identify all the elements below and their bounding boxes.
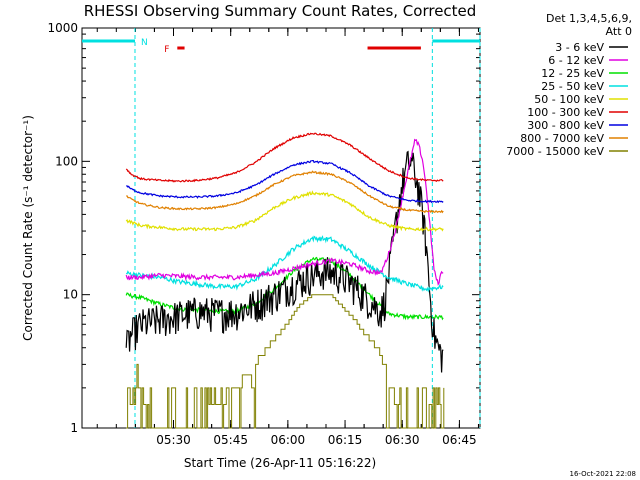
series-300-800keV: [126, 160, 444, 204]
legend-label: 6 - 12 keV: [548, 54, 604, 67]
timestamp-label: 16-Oct-2021 22:08: [570, 470, 636, 478]
y-tick-label: 10: [63, 288, 78, 302]
series-line: [125, 132, 444, 183]
y-tick-label: 100: [55, 154, 78, 168]
legend-label: 3 - 6 keV: [555, 41, 604, 54]
series-line: [126, 170, 444, 214]
series-line: [126, 294, 445, 429]
series-line: [125, 150, 444, 373]
x-tick-label: 05:45: [213, 433, 248, 447]
legend-label: 50 - 100 keV: [534, 93, 604, 106]
x-tick-label: 05:30: [156, 433, 191, 447]
series-50-100keV: [125, 190, 444, 232]
x-tick-label: 06:45: [442, 433, 477, 447]
x-axis-label: Start Time (26-Apr-11 05:16:22): [184, 456, 376, 470]
series-100-300keV: [125, 132, 444, 183]
legend-label: 800 - 7000 keV: [520, 132, 604, 145]
series-7000-15000keV: [126, 294, 445, 429]
x-tick-label: 06:30: [385, 433, 420, 447]
legend-label: 12 - 25 keV: [541, 67, 604, 80]
series-line: [125, 256, 444, 321]
y-tick-label: 1: [70, 421, 78, 435]
flare-label: F: [164, 45, 169, 55]
series-800-7000keV: [126, 170, 444, 214]
series-25-50keV: [126, 235, 444, 293]
series-line: [126, 235, 444, 293]
series-6-12keV: [125, 138, 444, 286]
chart-title: RHESSI Observing Summary Count Rates, Co…: [84, 2, 477, 20]
y-tick-label: 1000: [47, 21, 78, 35]
legend-label: 300 - 800 keV: [527, 119, 604, 132]
legend-header: Det 1,3,4,5,6,9,: [546, 12, 632, 25]
plot-area: 1 10 100 1000 05:30 05:45 06:00 06:15 06:30 06:45…: [47, 21, 481, 447]
series-12-25keV: [125, 256, 444, 321]
x-tick-label: 06:15: [328, 433, 363, 447]
series-line: [125, 190, 444, 232]
legend-label: 7000 - 15000 keV: [506, 145, 604, 158]
y-axis-label: Corrected Count Rate (s⁻¹ detector⁻¹): [21, 115, 35, 341]
series-line: [126, 160, 444, 204]
legend-label: 25 - 50 keV: [541, 80, 604, 93]
series-line: [125, 138, 444, 286]
x-tick-label: 06:00: [271, 433, 306, 447]
series-3-6keV: [125, 150, 444, 373]
legend-label: 100 - 300 keV: [527, 106, 604, 119]
night-label: N: [141, 38, 148, 48]
legend-header-att: Att 0: [606, 25, 632, 38]
plot-frame: [81, 27, 481, 429]
